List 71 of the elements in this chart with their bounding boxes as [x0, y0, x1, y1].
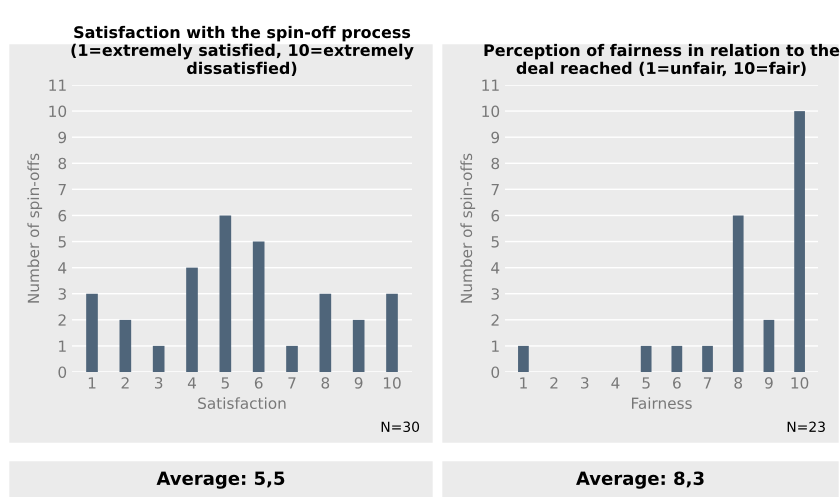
y-tick-label: 4	[58, 262, 66, 274]
text: N=30	[382, 422, 420, 432]
x-tick-label: 10	[792, 377, 808, 389]
x-tick-label: 1	[88, 377, 96, 388]
y-tick-label: 8	[58, 158, 66, 170]
chart-title: Perception of fairness in relation to the deal reached (1=unfair, 10=fair)	[484, 44, 840, 76]
y-tick-label: 0	[58, 366, 66, 378]
y-tick-label: 0	[491, 366, 500, 378]
x-tick-label: 10	[384, 377, 401, 389]
y-tick-label: 11	[49, 80, 66, 91]
x-tick-label: 4	[188, 377, 196, 388]
x-tick-label: 8	[322, 377, 330, 389]
y-tick-label: 5	[492, 236, 499, 248]
y-tick-label: 7	[58, 184, 66, 196]
y-tick-label: 10	[49, 106, 66, 118]
bar	[86, 294, 98, 372]
y-tick-label: 7	[492, 184, 499, 196]
bar	[152, 346, 164, 372]
chart-title: Satisfaction with the spin-off process (1=extremely satisfied, 10=extremely dissatisfied)	[71, 26, 414, 76]
y-tick-label: 5	[58, 236, 66, 248]
x-axis-title: Satisfaction	[198, 397, 286, 410]
bar	[386, 294, 398, 372]
bar	[732, 215, 744, 372]
bar	[186, 268, 198, 372]
bar	[518, 346, 529, 372]
y-tick-label: 11	[482, 80, 499, 91]
bar	[120, 320, 132, 372]
x-tick-label: 7	[288, 377, 296, 388]
y-tick-label: 10	[482, 106, 500, 118]
y-tick-label: 3	[58, 288, 66, 300]
x-tick-label: 4	[611, 377, 620, 388]
x-tick-label: 2	[122, 377, 129, 388]
x-tick-label: 6	[254, 377, 263, 389]
y-tick-label: 8	[491, 158, 500, 170]
bar	[640, 346, 652, 372]
x-axis-title: Fairness	[632, 397, 692, 410]
y-axis-title: Number of spin-offs	[27, 154, 42, 303]
bar	[794, 111, 805, 372]
x-tick-label: 7	[704, 377, 712, 388]
x-tick-label: 8	[734, 377, 742, 389]
x-tick-label: 5	[642, 377, 650, 389]
x-tick-label: 9	[354, 377, 362, 389]
text: N=23	[788, 422, 825, 432]
bar	[702, 346, 713, 372]
y-tick-label: 9	[58, 132, 66, 144]
y-tick-label: 6	[491, 210, 500, 222]
y-tick-label: 9	[491, 132, 500, 144]
bar	[286, 346, 298, 372]
text: Average: 5,5	[156, 472, 284, 489]
y-tick-label: 1	[492, 340, 499, 352]
x-tick-label: 2	[550, 377, 558, 388]
x-tick-label: 3	[581, 377, 588, 389]
x-tick-label: 5	[222, 377, 229, 389]
bar	[252, 242, 264, 372]
bar	[220, 215, 232, 372]
x-tick-label: 9	[765, 377, 773, 389]
bar	[352, 320, 364, 372]
y-tick-label: 4	[491, 262, 500, 274]
x-tick-label: 1	[520, 377, 527, 388]
y-axis-title: Number of spin-offs	[460, 154, 476, 303]
y-tick-label: 3	[492, 288, 499, 300]
bar	[671, 346, 682, 372]
x-tick-label: 6	[673, 377, 681, 389]
text: Average: 8,3	[576, 471, 704, 489]
y-tick-label: 6	[58, 210, 66, 222]
bar	[764, 320, 774, 372]
y-tick-label: 2	[58, 314, 66, 326]
y-tick-label: 1	[59, 340, 66, 352]
x-tick-label: 3	[154, 377, 162, 389]
y-tick-label: 2	[492, 314, 499, 326]
bar	[320, 294, 332, 372]
